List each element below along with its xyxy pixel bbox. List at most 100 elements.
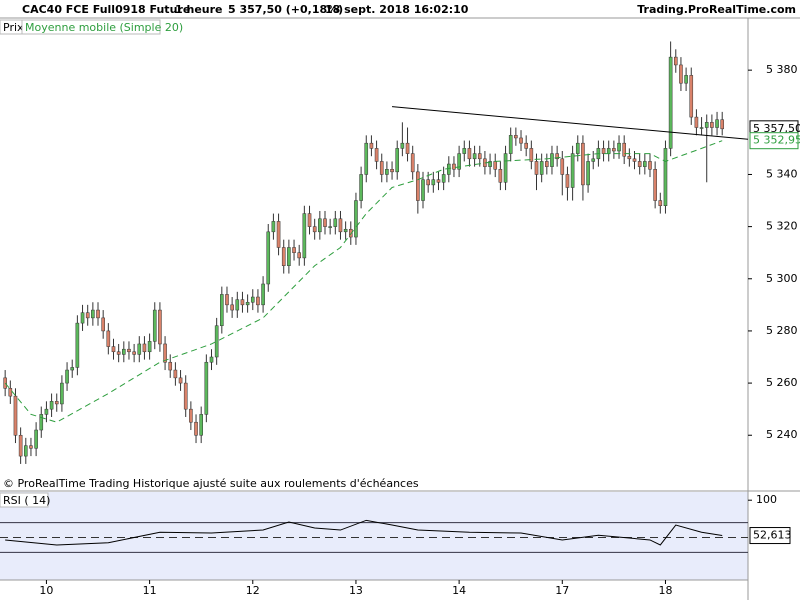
candle-body (256, 296, 260, 306)
candle-body (390, 168, 394, 173)
candle-body (44, 408, 49, 415)
y-tick-label: 5 260 (766, 376, 798, 389)
candle-body (343, 228, 348, 233)
candle-body (668, 56, 673, 149)
candle-body (111, 346, 116, 353)
candle-body (472, 153, 477, 160)
candle-body (142, 343, 147, 353)
candle-body (663, 148, 668, 207)
candle-body (612, 148, 616, 152)
candle-body (292, 247, 296, 253)
candle-body (183, 382, 188, 410)
candle-body (648, 161, 652, 170)
candle-body (214, 325, 219, 358)
candle-body (65, 369, 69, 384)
candle-body (235, 299, 240, 311)
candle-body (18, 434, 23, 457)
candle-body (591, 158, 596, 162)
candle-body (385, 168, 389, 175)
candle-body (328, 226, 332, 228)
candle-body (457, 153, 461, 170)
candle-body (632, 158, 637, 162)
candle-body (416, 171, 420, 201)
candle-body (514, 135, 518, 139)
candle-body (405, 142, 410, 154)
candle-body (545, 161, 549, 167)
candle-body (333, 218, 338, 227)
candle-body (23, 445, 28, 457)
y-tick-label: 5 280 (766, 324, 798, 337)
period: 1 heure (175, 3, 223, 16)
candle-body (560, 158, 565, 175)
y-tick-label: 5 240 (766, 428, 798, 441)
candle-body (101, 317, 105, 332)
candle-body (137, 343, 142, 355)
rsi-last-label: 52,613 (753, 529, 792, 542)
datetime: 18 sept. 2018 16:02:10 (325, 3, 469, 16)
label-box (0, 492, 49, 508)
rsi-last-box (749, 527, 791, 545)
candle-body (281, 247, 286, 266)
candle-body (477, 153, 482, 160)
last-price-label: 5 357,50 (753, 122, 800, 135)
candle-body (508, 135, 513, 154)
candle-body (715, 119, 719, 128)
candle-body (550, 153, 554, 167)
candle-body (194, 421, 198, 436)
candle-body (338, 218, 343, 233)
y-tick-label: 5 380 (766, 63, 798, 76)
site: Trading.ProRealTime.com (637, 3, 796, 16)
candle-body (555, 153, 559, 160)
candle-body (694, 116, 699, 128)
candle-body (60, 382, 64, 405)
candle-body (699, 127, 704, 129)
candle-body (318, 218, 322, 233)
x-tick-label: 17 (555, 584, 569, 597)
candle-body (245, 301, 250, 306)
candle-body (204, 361, 209, 415)
candle-body (276, 221, 281, 248)
rsi-title: RSI ( 14) (3, 494, 50, 507)
candle-body (91, 309, 95, 319)
candle-body (673, 56, 678, 66)
y-tick-label: 5 340 (766, 167, 798, 180)
candle-body (462, 148, 467, 154)
candle-body (116, 351, 121, 355)
candle-body (13, 395, 18, 436)
candle-body (710, 122, 714, 128)
candle-body (679, 64, 683, 84)
candle-body (297, 252, 301, 259)
candle-body (152, 309, 157, 342)
candle-body (323, 218, 327, 227)
candle-body (96, 309, 100, 319)
x-tick-label: 11 (143, 584, 157, 597)
candle-body (122, 348, 126, 355)
candle-body (34, 429, 38, 449)
candle-body (359, 174, 363, 201)
candle-body (261, 283, 265, 306)
candle-body (85, 312, 90, 319)
quote: 5 357,50 (+0,18%) (228, 3, 343, 16)
candle-body (503, 153, 508, 183)
candle-body (689, 75, 694, 118)
x-tick-label: 13 (349, 584, 363, 597)
candle-body (147, 341, 152, 353)
candle-body (209, 356, 214, 363)
x-tick-label: 10 (39, 584, 53, 597)
x-tick-label: 18 (658, 584, 672, 597)
candle-body (354, 200, 358, 238)
label-box (21, 19, 161, 35)
candle-body (452, 163, 456, 170)
x-tick-label: 14 (452, 584, 466, 597)
candle-body (606, 148, 611, 154)
candle-body (720, 119, 725, 130)
candle-body (622, 142, 626, 157)
candle-body (158, 309, 162, 345)
candle-body (163, 343, 167, 363)
indicator-label: Moyenne mobile (Simple 20) (25, 21, 183, 34)
candle-body (364, 142, 369, 175)
candle-body (653, 168, 657, 201)
candle-body (271, 221, 276, 233)
